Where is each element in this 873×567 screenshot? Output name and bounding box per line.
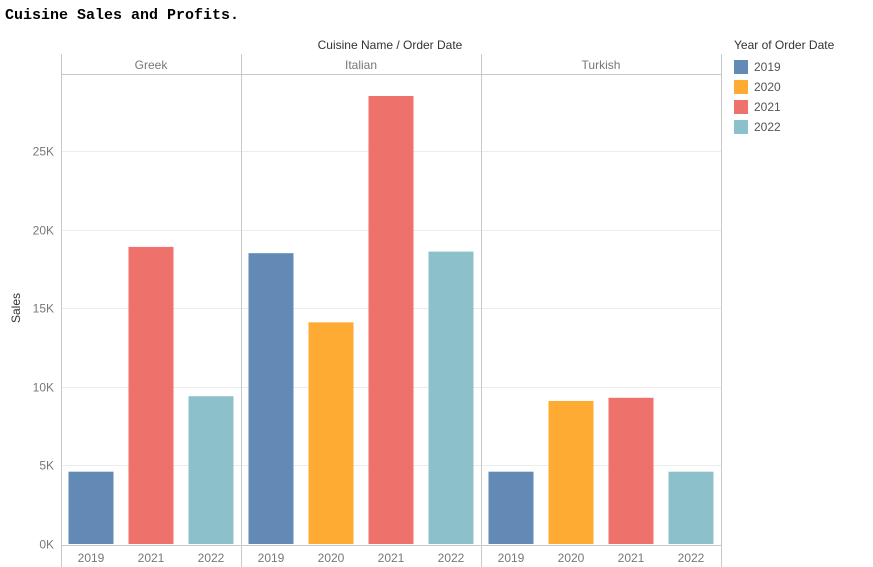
- legend-item-2020[interactable]: 2020: [734, 77, 834, 97]
- frame-layer: [61, 54, 722, 567]
- x-tick-label: 2021: [378, 551, 405, 565]
- bar-italian-2022: [428, 251, 474, 544]
- legend-label: 2020: [754, 80, 781, 94]
- y-tick-label: 15K: [33, 302, 54, 316]
- y-tick-label: 25K: [33, 145, 54, 159]
- chart-title: Cuisine Sales and Profits.: [5, 7, 240, 24]
- y-tick-label: 20K: [33, 224, 54, 238]
- bar-italian-2021: [368, 95, 414, 544]
- x-tick-label: 2019: [78, 551, 105, 565]
- y-tick-label: 5K: [39, 459, 54, 473]
- bar-greek-2021: [128, 246, 174, 544]
- x-tick-label: 2022: [198, 551, 225, 565]
- bar-greek-2019: [68, 471, 114, 544]
- legend-item-2019[interactable]: 2019: [734, 57, 834, 77]
- bar-italian-2020: [308, 322, 354, 544]
- bars-layer: [68, 95, 714, 544]
- y-tick-label: 0K: [39, 538, 54, 552]
- x-tick-label: 2020: [318, 551, 345, 565]
- panel-label: Italian: [345, 58, 377, 72]
- panel-label: Greek: [135, 58, 169, 72]
- bar-turkish-2020: [548, 400, 594, 544]
- bar-turkish-2022: [668, 471, 714, 544]
- bar-greek-2022: [188, 396, 234, 544]
- legend-label: 2022: [754, 120, 781, 134]
- bar-turkish-2021: [608, 397, 654, 544]
- x-tick-label: 2022: [438, 551, 465, 565]
- x-tick-label: 2019: [498, 551, 525, 565]
- x-tick-label: 2019: [258, 551, 285, 565]
- legend-swatch: [734, 80, 748, 94]
- labels-layer: 0K 5K 10K 15K 20K 25K Greek 2019 2021 2022 Italian…: [33, 58, 705, 565]
- legend-item-2021[interactable]: 2021: [734, 97, 834, 117]
- header-label: Cuisine Name / Order Date: [318, 38, 463, 52]
- legend-swatch: [734, 100, 748, 114]
- legend-label: 2019: [754, 60, 781, 74]
- x-tick-label: 2022: [678, 551, 705, 565]
- bar-turkish-2019: [488, 471, 534, 544]
- panel-label: Turkish: [582, 58, 621, 72]
- legend-swatch: [734, 120, 748, 134]
- x-tick-label: 2021: [138, 551, 165, 565]
- y-axis-label: Sales: [9, 293, 23, 323]
- legend-item-2022[interactable]: 2022: [734, 117, 834, 137]
- legend-title: Year of Order Date: [734, 38, 835, 52]
- y-tick-label: 10K: [33, 381, 54, 395]
- x-tick-label: 2020: [558, 551, 585, 565]
- bar-italian-2019: [248, 253, 294, 544]
- legend-label: 2021: [754, 100, 781, 114]
- legend-swatch: [734, 60, 748, 74]
- legend: Year of Order Date 2019 2020 2021 2022: [734, 38, 834, 137]
- x-tick-label: 2021: [618, 551, 645, 565]
